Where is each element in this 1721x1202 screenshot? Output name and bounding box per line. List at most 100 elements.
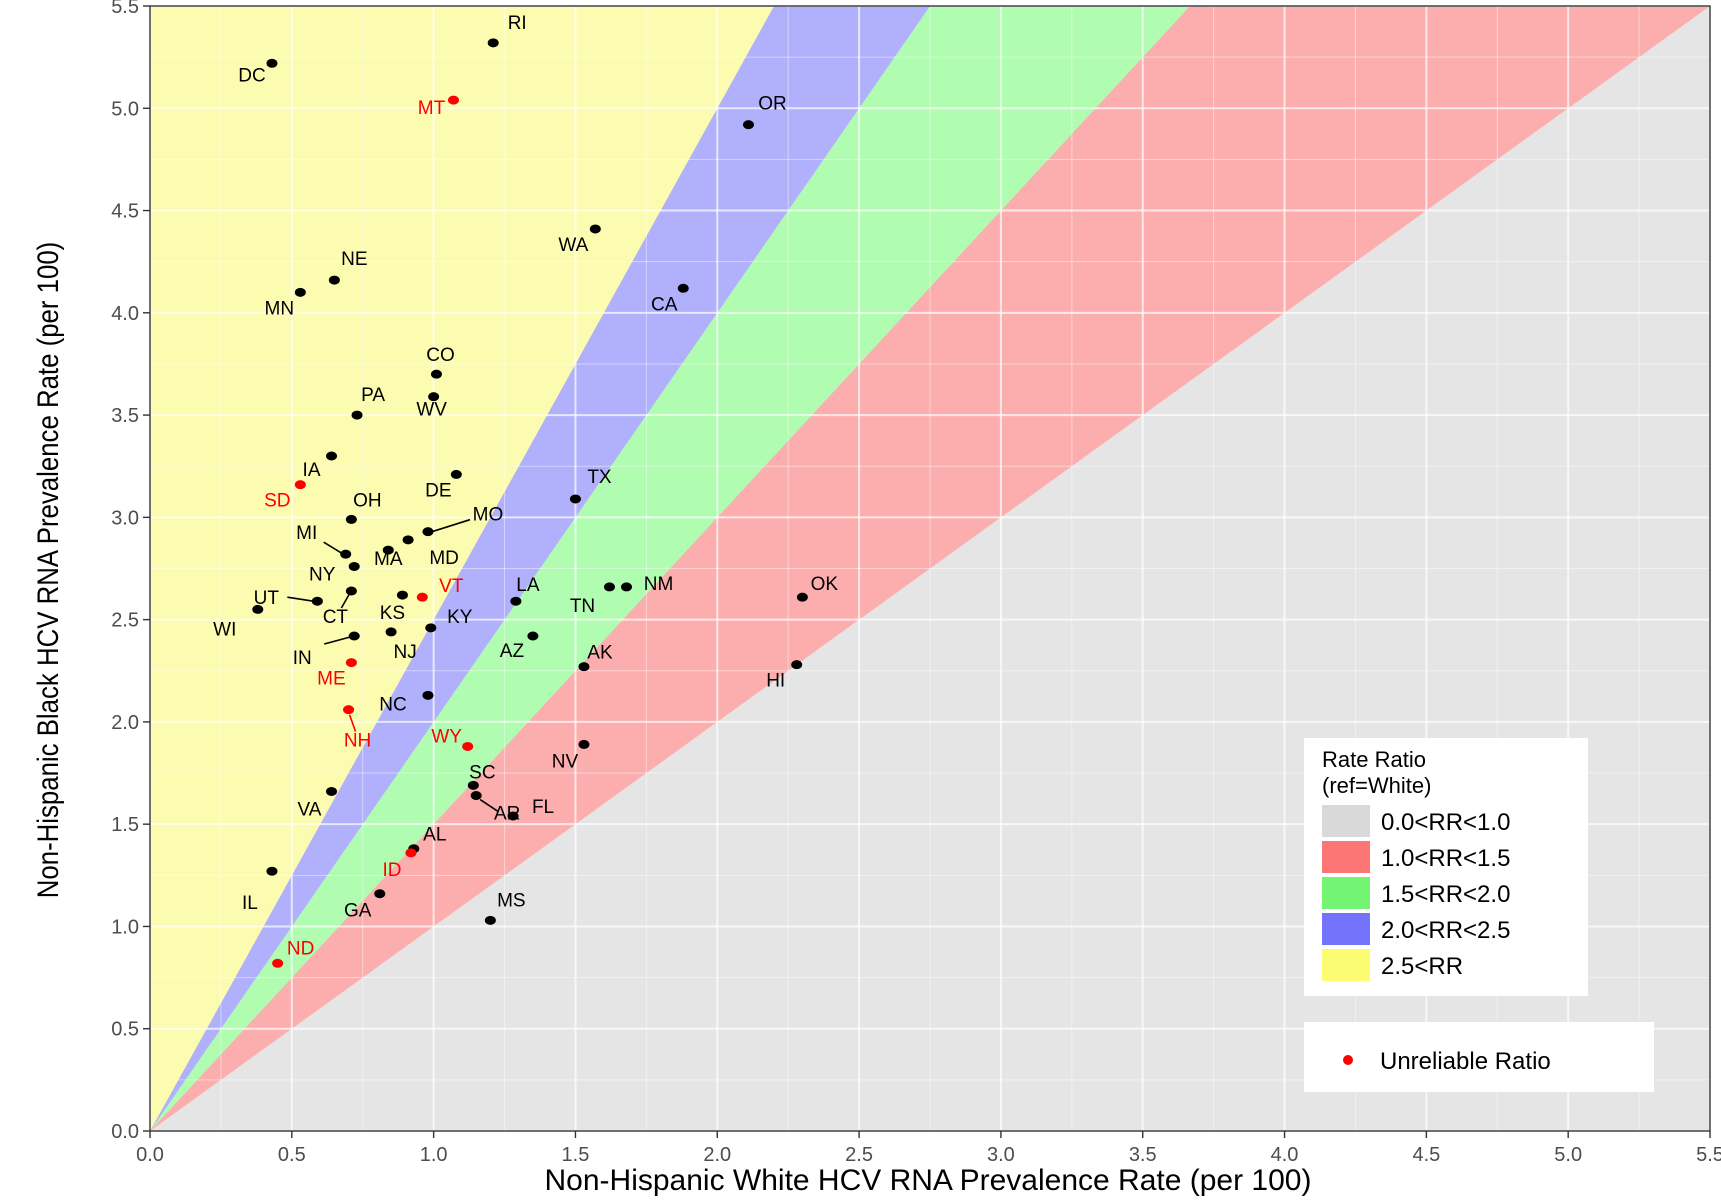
legend-key-2.0<RR<2.5	[1322, 913, 1370, 945]
point-label-NC: NC	[379, 694, 406, 715]
y-axis-title: Non-Hispanic Black HCV RNA Prevalence Ra…	[31, 242, 64, 899]
point-WA	[589, 224, 601, 234]
y-tick-label: 1.0	[111, 916, 139, 938]
point-NH	[343, 705, 355, 715]
point-label-MA: MA	[374, 549, 403, 570]
x-tick-label: 5.5	[1696, 1144, 1721, 1166]
point-CO	[430, 369, 442, 379]
point-label-RI: RI	[508, 13, 527, 34]
y-tick-label: 4.5	[111, 201, 139, 223]
leader-NH	[348, 714, 357, 732]
point-RI	[487, 38, 499, 48]
point-label-PA: PA	[361, 385, 385, 406]
point-TX	[569, 494, 581, 504]
point-LA	[510, 596, 522, 606]
point-label-MS: MS	[497, 890, 526, 911]
point-label-SC: SC	[469, 762, 495, 783]
point-label-CT: CT	[323, 607, 349, 628]
legend-key-2.5<RR	[1322, 949, 1370, 981]
point-label-NV: NV	[552, 751, 579, 772]
leader-AR	[479, 798, 499, 813]
legend-label-0.0<RR<1.0: 0.0<RR<1.0	[1381, 809, 1510, 836]
label-leader-lines	[287, 518, 499, 813]
point-OR	[742, 120, 754, 130]
point-OK	[796, 592, 808, 602]
point-label-LA: LA	[516, 575, 540, 596]
leader-MO	[431, 518, 471, 533]
x-axis-title: Non-Hispanic White HCV RNA Prevalence Ra…	[545, 1164, 1312, 1197]
band-2.5<RR	[150, 6, 774, 1131]
point-label-VT: VT	[439, 576, 464, 597]
point-AK	[578, 662, 590, 672]
point-label-HI: HI	[766, 671, 785, 692]
unreliable-legend-box	[1304, 1022, 1654, 1092]
legend-key-1.0<RR<1.5	[1322, 841, 1370, 873]
point-label-SD: SD	[264, 491, 290, 512]
point-label-NE: NE	[341, 249, 367, 270]
y-tick-label: 0.5	[111, 1019, 139, 1041]
leader-UT	[287, 596, 314, 603]
unreliable-legend-label: Unreliable Ratio	[1380, 1048, 1551, 1075]
ratio-bands	[150, 6, 1710, 1131]
legend-label-1.5<RR<2.0: 1.5<RR<2.0	[1381, 881, 1510, 908]
point-WY	[462, 741, 474, 751]
point-labels: RI DC MT OR WA NE CA MN CO WV PA IA DE SD TX OH MO MD MI NY…	[213, 13, 838, 959]
point-VT	[416, 592, 428, 602]
point-label-IA: IA	[303, 460, 321, 481]
point-label-MN: MN	[265, 298, 295, 319]
point-OH	[345, 514, 357, 524]
point-label-ME: ME	[317, 669, 346, 690]
point-label-OR: OR	[758, 94, 787, 115]
axes: 0.0 0.5 1.0 1.5 2.0 2.5 3.0 3.5 4.0 4.5 5.0 5.5 0.0 0…	[111, 0, 1721, 1166]
x-tick-label: 4.5	[1412, 1144, 1440, 1166]
x-tick-label: 3.5	[1129, 1144, 1157, 1166]
point-NJ	[385, 627, 397, 637]
point-NM	[621, 582, 633, 592]
point-label-WY: WY	[431, 726, 462, 747]
x-tick-label: 4.0	[1271, 1144, 1299, 1166]
point-label-OH: OH	[353, 490, 382, 511]
point-label-MI: MI	[296, 523, 317, 544]
point-WI	[252, 604, 264, 614]
point-DC	[266, 58, 278, 68]
point-MA	[382, 545, 394, 555]
point-NC	[422, 690, 434, 700]
point-label-OK: OK	[811, 574, 839, 595]
x-tick-label: 2.0	[703, 1144, 731, 1166]
point-label-AL: AL	[423, 825, 446, 846]
x-tick-label: 3.0	[987, 1144, 1015, 1166]
point-CT	[345, 586, 357, 596]
y-tick-label: 3.5	[111, 405, 139, 427]
point-SD	[294, 480, 306, 490]
band-2.0<RR<2.5	[150, 6, 930, 1131]
point-label-KS: KS	[380, 603, 405, 624]
point-AR	[470, 791, 482, 801]
y-tick-label: 2.0	[111, 712, 139, 734]
leader-MI	[323, 541, 343, 554]
point-MI	[340, 549, 352, 559]
y-tick-label: 0.0	[111, 1121, 139, 1143]
y-tick-label: 5.0	[111, 98, 139, 120]
legend-label-2.0<RR<2.5: 2.0<RR<2.5	[1381, 917, 1510, 944]
data-points	[252, 38, 808, 968]
legend-key-0.0<RR<1.0	[1322, 805, 1370, 837]
point-PA	[351, 410, 363, 420]
leader-CT	[340, 593, 351, 609]
y-tick-label: 5.5	[111, 0, 139, 18]
plot-border	[149, 5, 1711, 1132]
point-ME	[345, 658, 357, 668]
legend-label-2.5<RR: 2.5<RR	[1381, 953, 1463, 980]
point-label-VA: VA	[298, 799, 322, 820]
point-label-IL: IL	[242, 893, 258, 914]
unreliable-legend: Unreliable Ratio	[1304, 1022, 1654, 1092]
legend-subtitle: (ref=White)	[1322, 773, 1431, 798]
point-label-TN: TN	[570, 596, 595, 617]
point-ND	[272, 958, 284, 968]
point-SC	[467, 780, 479, 790]
legend-title: Rate Ratio	[1322, 747, 1426, 772]
point-AZ	[527, 631, 539, 641]
point-ID	[405, 848, 417, 858]
point-UT	[311, 596, 323, 606]
point-NE	[328, 275, 340, 285]
